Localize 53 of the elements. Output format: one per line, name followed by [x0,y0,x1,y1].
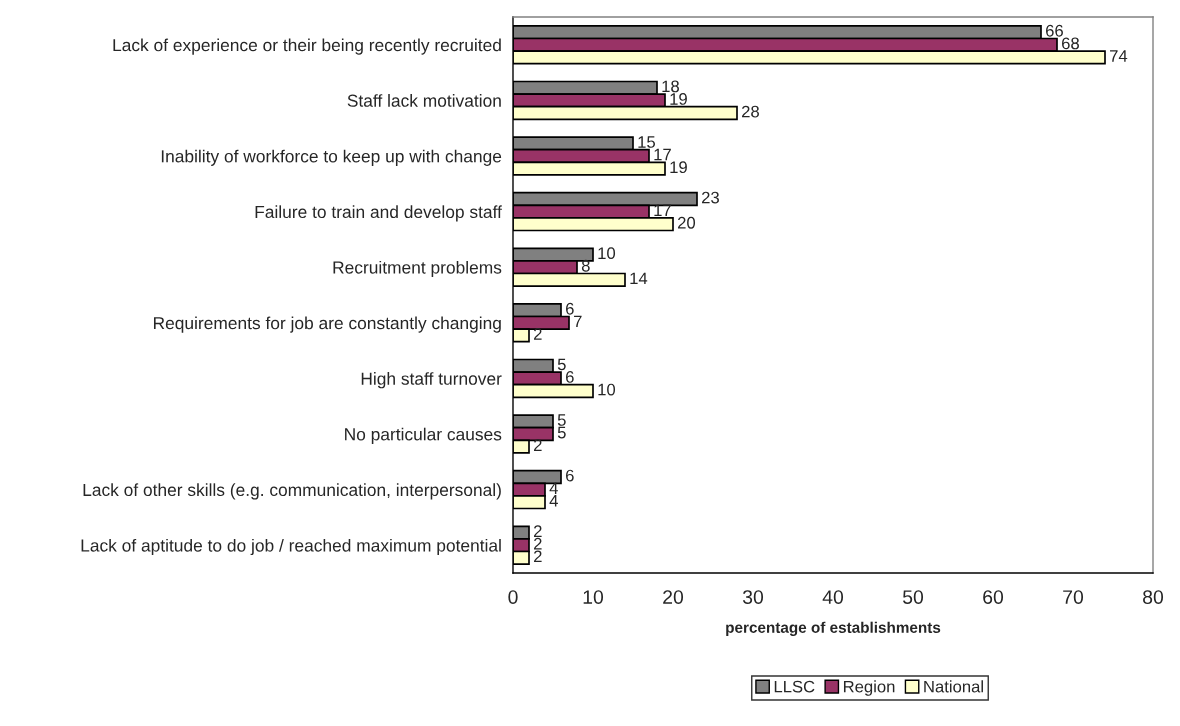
y-tick-label: Requirements for job are constantly changing [153,316,501,333]
data-label: 4 [549,482,558,494]
x-tick-label: 20 [663,590,684,604]
data-label: 19 [670,93,687,105]
y-tick-label: Recruitment problems [333,260,502,278]
y-tick-label: Failure to train and develop staff [255,205,502,222]
data-label: 23 [702,191,719,204]
x-tick-label: 40 [822,590,844,604]
y-tick-label: Lack of aptitude to do job / reached maximum potential [81,538,501,556]
data-label: 7 [574,315,582,328]
data-label: 74 [1110,50,1128,62]
data-label: 6 [566,371,574,383]
legend-label: LLSC [774,680,815,693]
data-label: 5 [557,358,566,371]
data-label: 17 [654,148,671,161]
legend-label: Region [843,680,895,696]
data-label: 14 [630,272,648,285]
data-label: 10 [598,247,616,260]
x-tick-label: 60 [983,590,1004,604]
data-label: 10 [598,383,616,396]
x-tick-label: 0 [508,590,518,604]
data-label: 2 [534,439,542,451]
y-tick-label: Lack of other skills (e.g. communication, interpersonal) [83,483,501,500]
data-label: 15 [638,136,656,148]
data-label: 2 [534,537,542,550]
x-tick-label: 70 [1063,590,1084,604]
y-tick-label: Lack of experience or their being recently recruited [113,38,501,55]
x-tick-label: 80 [1143,590,1164,604]
y-tick-label: Staff lack motivation [347,94,501,107]
y-tick-label: Inability of workforce to keep up with change [161,149,502,166]
data-label: 28 [742,105,759,118]
data-label: 17 [654,204,671,216]
y-tick-label: No particular causes [345,427,502,444]
data-label: 66 [1046,24,1063,37]
data-label: 2 [534,550,542,563]
x-axis-title: percentage of establishments [726,621,941,636]
x-tick-label: 30 [742,590,764,604]
data-label: 2 [534,525,542,537]
data-label: 8 [581,259,590,272]
legend-label: National [924,680,983,693]
data-label: 2 [534,328,542,340]
data-label: 6 [566,469,574,482]
data-label: 68 [1062,37,1079,50]
data-label: 20 [678,216,696,229]
data-label: 6 [566,302,574,315]
data-label: 5 [557,426,566,439]
x-tick-label: 50 [902,590,924,604]
data-label: 19 [670,161,687,174]
x-tick-label: 10 [583,590,604,604]
y-tick-label: High staff turnover [361,372,502,389]
data-label: 5 [557,414,566,426]
data-label: 4 [549,495,558,507]
data-label: 18 [662,80,679,93]
